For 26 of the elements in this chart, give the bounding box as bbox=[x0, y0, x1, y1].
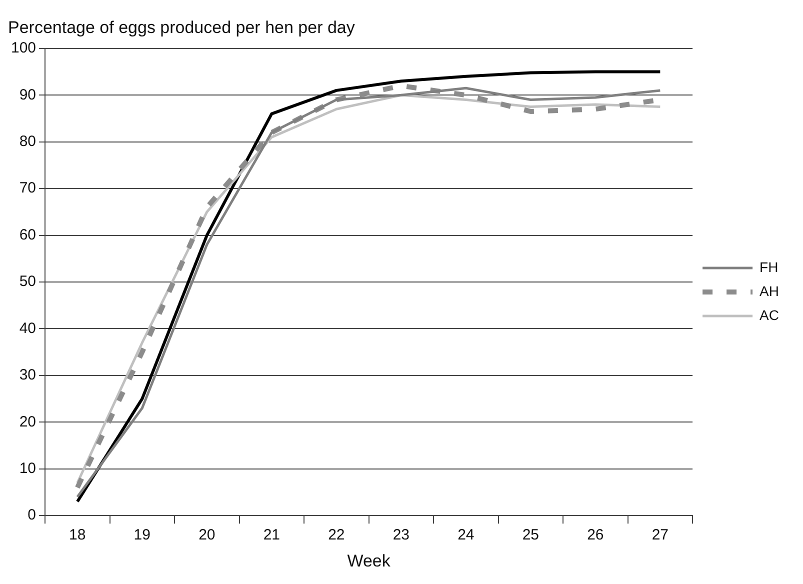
y-tick-label: 60 bbox=[19, 226, 36, 244]
x-axis-title: Week bbox=[347, 551, 391, 570]
y-tick-label: 90 bbox=[19, 86, 36, 104]
x-tick-label: 22 bbox=[328, 526, 345, 544]
y-tick-label: 40 bbox=[19, 320, 36, 337]
legend-label: FH bbox=[760, 258, 778, 275]
y-tick-label: 80 bbox=[19, 132, 36, 150]
y-tick-label: 100 bbox=[10, 40, 36, 57]
y-tick-label: 70 bbox=[19, 180, 36, 197]
x-tick-label: 23 bbox=[392, 526, 410, 544]
x-tick-label: 25 bbox=[522, 526, 540, 544]
x-tick-label: 26 bbox=[587, 526, 604, 544]
y-tick-label: 20 bbox=[19, 413, 36, 430]
x-tick-label: 20 bbox=[198, 526, 216, 544]
x-tick-label: 27 bbox=[652, 526, 669, 544]
chart-title: Percentage of eggs produced per hen per day bbox=[8, 18, 356, 37]
y-tick-label: 30 bbox=[19, 366, 36, 384]
y-tick-label: 50 bbox=[19, 273, 36, 290]
legend-label: AH bbox=[760, 282, 780, 299]
x-tick-label: 24 bbox=[458, 526, 474, 544]
x-tick-label: 21 bbox=[263, 526, 280, 544]
x-tick-label: 19 bbox=[134, 526, 150, 544]
x-tick-label: 18 bbox=[69, 526, 86, 544]
y-tick-label: 10 bbox=[19, 460, 36, 478]
y-tick-label: 0 bbox=[28, 506, 36, 524]
legend-label: AC bbox=[760, 306, 780, 323]
